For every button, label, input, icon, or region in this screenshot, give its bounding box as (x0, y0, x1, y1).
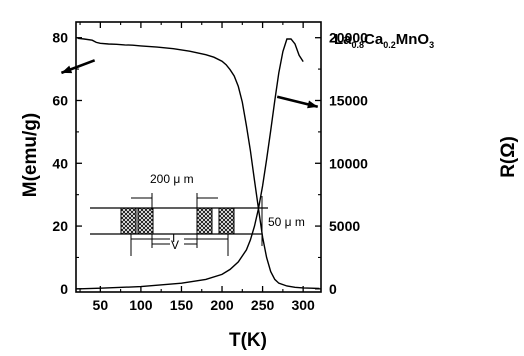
inset-height-label: 50 μ m (268, 215, 305, 229)
title-sub2: 0.2 (383, 40, 396, 50)
y-left-axis-title: M(emu/g) (20, 113, 41, 197)
y-left-tick-label: 40 (52, 155, 68, 171)
inset-width-label: 200 μ m (150, 172, 194, 186)
series-group (75, 37, 320, 290)
x-tick-label: 100 (129, 297, 153, 313)
inset-i-label: I (172, 231, 175, 245)
tick-labels: 50 100 150 200 250 300 0 20 40 60 80 0 5000 10000 1500… (52, 30, 368, 313)
axis-ticks (76, 22, 321, 292)
y-left-tick-label: 0 (60, 281, 68, 297)
annotation-arrows (60, 59, 319, 109)
inset-v-label: V (171, 238, 179, 252)
inset-contact-3 (196, 207, 213, 235)
plot-frame (75, 21, 322, 293)
title-sub1: 0.8 (352, 40, 365, 50)
y-left-tick-label: 80 (52, 30, 68, 46)
y-left-tick-label: 20 (52, 218, 68, 234)
arrow-to-left-axis-head (61, 65, 73, 74)
x-axis-title: T(K) (229, 330, 267, 351)
title-sub3: 3 (429, 40, 434, 50)
arrow-to-right-axis-head (307, 100, 318, 109)
y-right-tick-label: 0 (329, 281, 337, 297)
y-right-tick-label: 20000 (329, 30, 368, 46)
x-tick-label: 200 (210, 297, 234, 313)
title-suffix: MnO (396, 31, 430, 48)
magnetization-curve (77, 37, 320, 290)
inset-contact-2 (137, 207, 154, 235)
y-right-tick-label: 15000 (329, 92, 368, 108)
y-right-axis-title: R(Ω) (498, 136, 519, 178)
x-tick-label: 300 (291, 297, 315, 313)
chart-title: La0.8Ca0.2MnO3 (334, 31, 434, 50)
inset-contact-4 (218, 207, 235, 235)
x-tick-label: 250 (251, 297, 275, 313)
y-right-tick-label: 5000 (329, 218, 360, 234)
inset-contact-1 (120, 207, 137, 235)
y-right-tick-label: 10000 (329, 155, 368, 171)
resistance-curve (75, 38, 304, 290)
title-mid: Ca (364, 31, 384, 48)
x-tick-label: 150 (170, 297, 194, 313)
y-left-tick-label: 60 (52, 92, 68, 108)
sample-inset: 200 μ m 50 μ m V I (90, 172, 305, 256)
title-prefix: La (334, 31, 352, 48)
x-tick-label: 50 (93, 297, 109, 313)
